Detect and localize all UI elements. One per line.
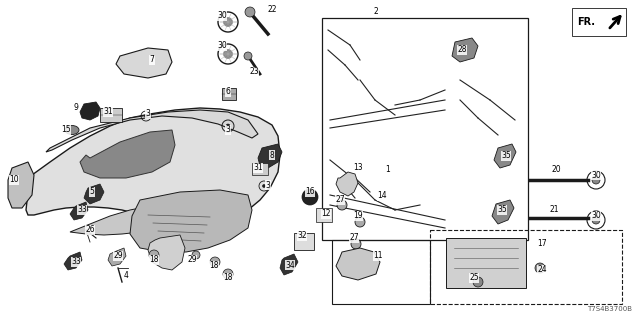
Circle shape [149,250,159,260]
Bar [446,238,526,288]
Bar [252,163,268,175]
Text: 34: 34 [285,260,295,269]
Text: 18: 18 [149,255,159,265]
Polygon shape [130,190,252,252]
Text: 10: 10 [9,175,19,185]
Circle shape [262,185,266,188]
Text: 12: 12 [321,210,331,219]
Circle shape [592,176,600,184]
Circle shape [535,263,545,273]
Text: 19: 19 [353,212,363,220]
Text: 4: 4 [124,271,129,281]
Polygon shape [492,200,514,224]
Text: 30: 30 [217,12,227,20]
Text: 11: 11 [373,252,383,260]
Polygon shape [148,235,185,270]
Circle shape [223,50,232,59]
Circle shape [473,277,483,287]
Text: 16: 16 [305,188,315,196]
Text: 13: 13 [353,164,363,172]
Circle shape [145,115,147,117]
Polygon shape [452,38,478,62]
Text: 30: 30 [591,171,601,180]
Circle shape [351,239,361,249]
Text: 27: 27 [349,234,359,243]
Bar [332,240,430,304]
Circle shape [337,200,347,210]
Bar [316,208,332,222]
Polygon shape [336,172,358,196]
Circle shape [223,18,232,27]
Text: 31: 31 [103,108,113,116]
Text: 3: 3 [145,109,150,118]
Circle shape [355,217,365,227]
Text: 7: 7 [150,55,154,65]
Circle shape [192,251,200,259]
Text: 30: 30 [217,42,227,51]
Polygon shape [70,198,196,235]
Polygon shape [80,130,175,178]
Text: 14: 14 [377,191,387,201]
Text: 27: 27 [335,196,345,204]
Text: 20: 20 [551,165,561,174]
Circle shape [226,124,230,128]
Circle shape [245,7,255,17]
Text: 23: 23 [249,68,259,76]
Bar [100,108,122,122]
Text: 18: 18 [209,261,219,270]
Text: 32: 32 [297,231,307,241]
Polygon shape [84,184,104,204]
Text: 28: 28 [457,45,467,54]
Circle shape [210,257,220,267]
Text: 8: 8 [269,150,275,159]
Polygon shape [64,252,82,270]
Text: 35: 35 [497,205,507,214]
Text: 5: 5 [90,188,95,196]
Text: 30: 30 [591,212,601,220]
Text: 2: 2 [374,7,378,17]
Polygon shape [26,108,280,226]
Text: 15: 15 [61,125,71,134]
Text: 6: 6 [225,87,230,97]
Text: 3: 3 [225,125,230,134]
Text: 31: 31 [253,164,263,172]
Text: 33: 33 [71,258,81,267]
Text: 29: 29 [113,252,123,260]
Text: 17: 17 [537,239,547,249]
Polygon shape [46,110,258,152]
Polygon shape [8,162,34,208]
Bar [572,8,626,36]
Circle shape [223,269,233,279]
Bar [430,230,622,304]
Text: 35: 35 [501,151,511,161]
Circle shape [244,52,252,60]
Bar [322,18,528,240]
Polygon shape [280,254,298,275]
Text: FR.: FR. [577,17,595,27]
Polygon shape [108,248,126,266]
Circle shape [302,189,318,205]
Text: 24: 24 [537,266,547,275]
Polygon shape [258,144,282,168]
Polygon shape [116,48,172,78]
Polygon shape [70,202,88,220]
Ellipse shape [65,125,79,134]
Text: 21: 21 [549,205,559,214]
Polygon shape [80,102,100,120]
Bar [294,233,314,250]
Bar [222,88,236,100]
Text: 18: 18 [223,274,233,283]
Text: 33: 33 [77,205,87,214]
Text: T7S4B3700B: T7S4B3700B [587,306,632,312]
Text: 22: 22 [268,5,276,14]
Text: 29: 29 [187,255,197,265]
Polygon shape [494,144,516,168]
Text: 3: 3 [266,180,271,189]
Text: 1: 1 [386,165,390,174]
Text: 26: 26 [85,226,95,235]
Text: 9: 9 [74,103,79,113]
Polygon shape [336,248,380,280]
Circle shape [592,216,600,224]
Text: 25: 25 [469,274,479,283]
